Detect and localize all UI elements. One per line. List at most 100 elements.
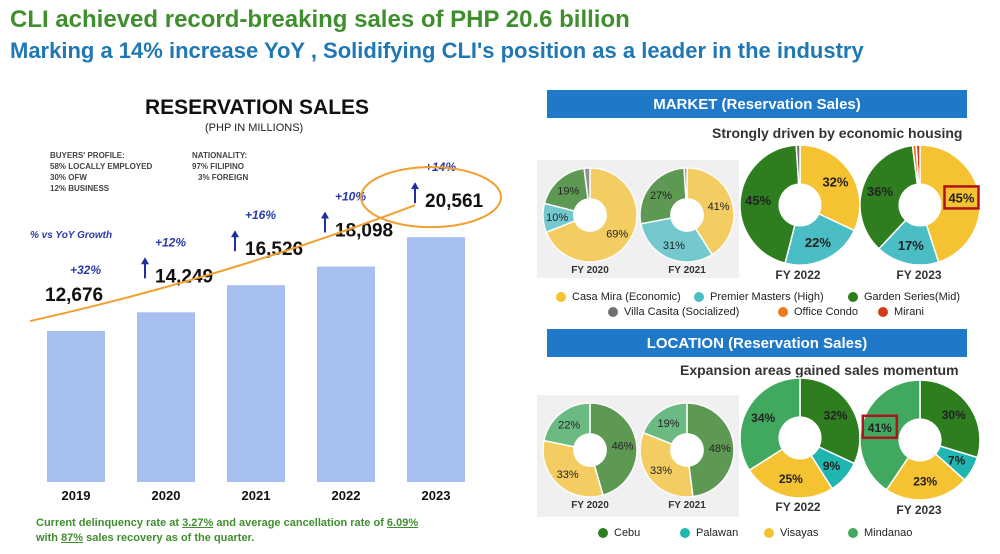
bar-value-label: 18,098 bbox=[335, 220, 393, 241]
pie-slice-label: 32% bbox=[822, 174, 848, 189]
pie-slice-label: 46% bbox=[612, 440, 634, 452]
x-tick-label: 2020 bbox=[152, 488, 181, 503]
legend-swatch bbox=[598, 528, 608, 538]
highlight-box bbox=[861, 414, 899, 440]
pie-slice bbox=[739, 144, 801, 265]
pie-slice-label: 69% bbox=[606, 228, 628, 240]
nationality: NATIONALITY: 97% FILIPINO 3% FOREIGN bbox=[192, 150, 248, 183]
growth-label-text: +12% bbox=[155, 235, 186, 249]
pie-slice-label: 9% bbox=[823, 459, 841, 473]
legend-label: Palawan bbox=[696, 527, 739, 539]
legend-swatch bbox=[680, 528, 690, 538]
pie-hole bbox=[898, 418, 942, 462]
trend-line bbox=[29, 204, 416, 323]
pie-slice bbox=[859, 144, 921, 250]
bar-2020 bbox=[137, 312, 195, 482]
legend-garden-series: Garden Series(Mid) bbox=[848, 291, 960, 303]
buyers-profile-item: 30% OFW bbox=[50, 173, 87, 182]
note-text: with bbox=[36, 532, 62, 544]
nationality-title: NATIONALITY: bbox=[192, 151, 248, 160]
location-banner: LOCATION (Reservation Sales) bbox=[547, 329, 967, 357]
first-growth-label: +32% bbox=[70, 263, 101, 277]
market-fy2022-label: FY 2022 bbox=[775, 268, 821, 282]
pie-hole bbox=[898, 183, 942, 227]
reservation-sales-title: RESERVATION SALES bbox=[145, 96, 370, 119]
bar-2022 bbox=[317, 266, 375, 482]
nationality-item: 3% FOREIGN bbox=[198, 173, 249, 182]
pie-hole bbox=[778, 183, 822, 227]
growth-arrow-head bbox=[231, 230, 239, 238]
location-fy2020-label: FY 2020 bbox=[571, 500, 609, 511]
legend-premier-masters: Premier Masters (High) bbox=[694, 291, 824, 303]
pie-slice-label: 33% bbox=[557, 469, 579, 481]
legend-swatch bbox=[878, 307, 888, 317]
subheadline: Marking a 14% increase YoY , Solidifying… bbox=[10, 38, 864, 63]
legend-label: Garden Series(Mid) bbox=[864, 291, 960, 303]
buyers-profile: BUYERS' PROFILE: 58% LOCALLY EMPLOYED 30… bbox=[50, 150, 152, 194]
legend-label: Office Condo bbox=[794, 306, 859, 318]
legend-swatch bbox=[694, 292, 704, 302]
legend-visayas: Visayas bbox=[764, 527, 818, 539]
pie-slice bbox=[589, 402, 638, 497]
legend-office-condo: Office Condo bbox=[778, 306, 858, 318]
delinquency-rate: 3.27% bbox=[182, 517, 214, 529]
legend-swatch bbox=[608, 307, 618, 317]
pie-hole bbox=[778, 416, 822, 460]
pie-hole bbox=[670, 198, 704, 232]
location-fy2021-label: FY 2021 bbox=[668, 500, 706, 511]
note-text: sales recovery as of the quarter. bbox=[83, 532, 255, 544]
reservation-sales-bar-chart: 2019 12,676 2020 14,249 +12% 2021 16,526 +16% 20… bbox=[29, 160, 502, 503]
growth-arrow-head bbox=[321, 211, 329, 219]
market-pie-charts: 69% 10% 19% 41% 31% 27% 32% 22% 45% 45% 17% 36% bbox=[542, 144, 981, 266]
market-fy2023-label: FY 2023 bbox=[896, 268, 942, 282]
growth-label-text: +16% bbox=[245, 208, 276, 222]
bar-value-label: 12,676 bbox=[45, 285, 103, 306]
pie-slice-label: 32% bbox=[823, 408, 847, 422]
legend-label: Mindanao bbox=[864, 527, 913, 539]
legend-label: Premier Masters (High) bbox=[710, 291, 824, 303]
pie-slice-label: 41% bbox=[868, 421, 892, 435]
location-caption: Expansion areas gained sales momentum bbox=[680, 362, 959, 378]
highlight-box bbox=[943, 185, 980, 210]
bar-value-label: 16,526 bbox=[245, 239, 303, 260]
x-tick-label: 2019 bbox=[62, 488, 91, 503]
buyers-profile-item: 12% BUSINESS bbox=[50, 184, 110, 193]
location-pie-charts: 46% 33% 22% 48% 33% 19% 32% 9% 25% 34% 30% 7% 23% 41% bbox=[542, 377, 981, 501]
legend-villa-casita: Villa Casita (Socialized) bbox=[608, 306, 739, 318]
legend-label: Villa Casita (Socialized) bbox=[624, 306, 740, 318]
bar-2023 bbox=[407, 237, 465, 482]
market-fy2020-label: FY 2020 bbox=[571, 265, 609, 276]
pie-slice-label: 10% bbox=[546, 212, 568, 224]
pie-hole bbox=[573, 198, 607, 232]
legend-swatch bbox=[764, 528, 774, 538]
legend-swatch bbox=[848, 292, 858, 302]
legend-swatch bbox=[556, 292, 566, 302]
legend-mindanao: Mindanao bbox=[848, 527, 912, 539]
x-tick-label: 2021 bbox=[242, 488, 271, 503]
legend-cebu: Cebu bbox=[598, 527, 640, 539]
pie-slice-label: 36% bbox=[867, 184, 893, 199]
pie-slice-label: 19% bbox=[657, 418, 679, 430]
pie-slice-label: 41% bbox=[708, 201, 730, 213]
pie-slice-label: 22% bbox=[558, 420, 580, 432]
delinquency-note: Current delinquency rate at 3.27% and av… bbox=[36, 516, 418, 546]
highlight-circle bbox=[360, 166, 502, 229]
pie-slice-label: 30% bbox=[942, 408, 966, 422]
x-tick-label: 2022 bbox=[332, 488, 361, 503]
pie-slice-label: 22% bbox=[805, 235, 831, 250]
bar-2019 bbox=[47, 331, 105, 482]
legend-swatch bbox=[778, 307, 788, 317]
legend-label: Cebu bbox=[614, 527, 641, 539]
legend-palawan: Palawan bbox=[680, 527, 738, 539]
note-text: Current delinquency rate at bbox=[36, 517, 183, 529]
growth-arrow-head bbox=[141, 257, 149, 265]
pie-slice-label: 19% bbox=[557, 185, 579, 197]
pie-slice-label: 23% bbox=[913, 475, 937, 489]
x-tick-label: 2023 bbox=[422, 488, 451, 503]
legend-casa-mira: Casa Mira (Economic) bbox=[556, 291, 681, 303]
pie-slice-label: 25% bbox=[779, 472, 803, 486]
pie-slice-label: 45% bbox=[948, 190, 974, 205]
growth-arrow-head bbox=[411, 182, 419, 190]
pie-slice bbox=[748, 436, 834, 499]
buyers-profile-title: BUYERS' PROFILE: bbox=[50, 151, 125, 160]
